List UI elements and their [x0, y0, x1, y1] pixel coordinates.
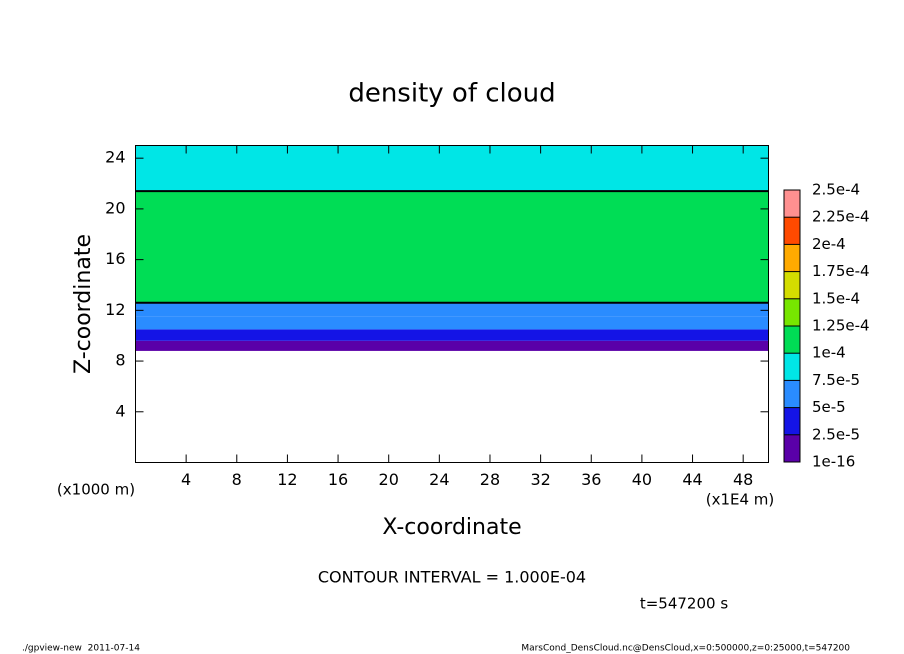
colorbar-label: 2e-4: [812, 235, 846, 253]
x-axis-label: X-coordinate: [382, 515, 521, 540]
colorbar-label: 1e-16: [812, 453, 855, 471]
colorbar-band: [784, 271, 800, 299]
y-tick-label: 16: [105, 249, 125, 268]
y-axis-label: Z-coordinate: [71, 234, 96, 374]
colorbar-label: 1.25e-4: [812, 317, 870, 335]
footer-left: ./gpview-new 2011-07-14: [22, 644, 140, 654]
colorbar-label: 7.5e-5: [812, 371, 860, 389]
x-tick-label: 16: [328, 470, 348, 489]
y-tick-label: 12: [105, 300, 125, 319]
colorbar-band: [784, 353, 800, 381]
contour-band: [135, 145, 769, 182]
x-tick-label: 28: [480, 470, 500, 489]
contour-band: [135, 191, 769, 303]
y-tick-label: 8: [115, 351, 125, 370]
colorbar-band: [784, 190, 800, 218]
y-tick-label: 20: [105, 198, 125, 217]
colorbar-band: [784, 244, 800, 272]
x-tick-label: 32: [530, 470, 550, 489]
x-tick-label: 24: [429, 470, 449, 489]
y-tick-label: 4: [115, 401, 125, 420]
x-tick-label: 20: [379, 470, 399, 489]
colorbar-label: 1.75e-4: [812, 262, 870, 280]
colorbar-band: [784, 217, 800, 245]
x-tick-label: 44: [682, 470, 702, 489]
contour-interval: CONTOUR INTERVAL = 1.000E-04: [318, 568, 586, 587]
chart-title: density of cloud: [348, 79, 555, 109]
colorbar-band: [784, 326, 800, 354]
time-label: t=547200 s: [640, 595, 728, 613]
x-tick-label: 8: [232, 470, 242, 489]
contour-band: [135, 340, 769, 351]
contour-band: [135, 329, 769, 341]
x-tick-label: 12: [277, 470, 297, 489]
colorbar-band: [784, 298, 800, 326]
colorbar-band: [784, 434, 800, 462]
colorbar-label: 5e-5: [812, 398, 846, 416]
y-unit: (x1000 m): [57, 481, 135, 499]
colorbar-band: [784, 407, 800, 435]
y-tick-label: 24: [105, 148, 125, 167]
colorbar-label: 2.5e-5: [812, 425, 860, 443]
colorbar-label: 1e-4: [812, 344, 846, 362]
colorbar-label: 1.5e-4: [812, 289, 860, 307]
colorbar-label: 2.25e-4: [812, 208, 870, 226]
colorbar-band: [784, 380, 800, 408]
x-unit: (x1E4 m): [706, 491, 775, 509]
contour-band: [135, 181, 769, 192]
footer-right: MarsCond_DensCloud.nc@DensCloud,x=0:5000…: [521, 644, 850, 654]
x-tick-label: 36: [581, 470, 601, 489]
colorbar-label: 2.5e-4: [812, 181, 860, 199]
x-tick-label: 48: [733, 470, 753, 489]
contour-band: [135, 302, 769, 317]
x-tick-label: 40: [632, 470, 652, 489]
plot-frame: [135, 145, 769, 463]
x-tick-label: 4: [181, 470, 191, 489]
contour-band: [135, 316, 769, 330]
